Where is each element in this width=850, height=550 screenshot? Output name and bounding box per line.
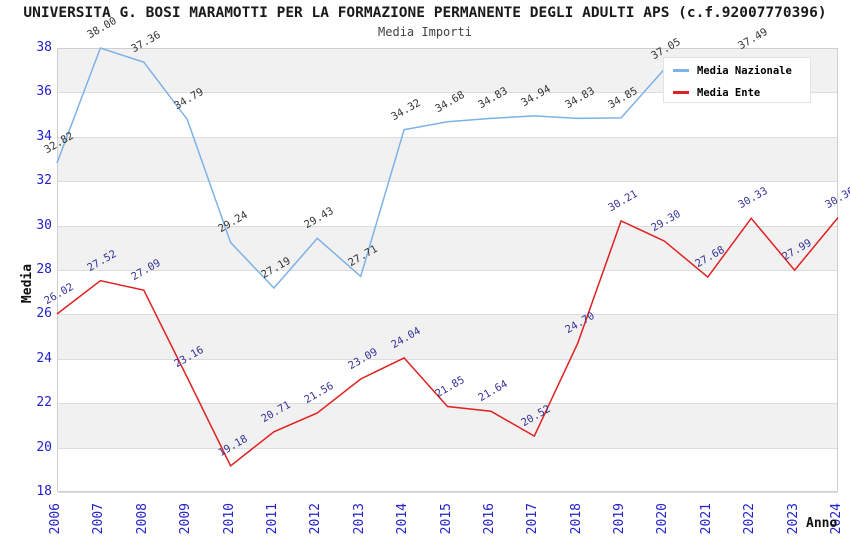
- x-tick-label: 2016: [481, 498, 497, 538]
- x-tick-label: 2022: [742, 498, 758, 538]
- x-axis-title: Anno: [806, 516, 838, 531]
- x-tick-label: 2013: [351, 498, 367, 538]
- x-tick-label: 2014: [395, 498, 411, 538]
- legend-item-media-nazionale: Media Nazionale: [664, 61, 810, 80]
- y-tick-label: 38: [36, 40, 52, 55]
- y-tick-label: 28: [36, 262, 52, 277]
- y-tick-label: 24: [36, 350, 52, 366]
- x-tick-label: 2015: [438, 498, 454, 538]
- y-tick-label: 20: [36, 439, 52, 455]
- x-tick-label: 2020: [655, 498, 671, 538]
- x-tick-label: 2006: [48, 498, 63, 538]
- x-tick-text: 2015: [438, 503, 454, 535]
- x-tick-text: 2006: [48, 503, 63, 535]
- x-tick-label: 2012: [308, 498, 324, 538]
- x-tick-text: 2021: [698, 503, 714, 535]
- y-gridline: [58, 492, 837, 493]
- y-tick-label: 26: [36, 306, 52, 322]
- x-tick-label: 2008: [134, 498, 150, 538]
- legend-box: Media Nazionale Media Ente: [663, 57, 811, 103]
- x-tick-text: 2012: [308, 503, 324, 535]
- x-tick-label: 2011: [264, 498, 280, 538]
- x-tick-text: 2009: [178, 503, 194, 535]
- x-tick-label: 2007: [91, 498, 107, 538]
- y-tick-label: 30: [36, 217, 52, 233]
- legend-label-media-ente: Media Ente: [697, 86, 761, 99]
- x-tick-text: 2007: [91, 503, 107, 535]
- x-tick-label: 2018: [568, 498, 584, 538]
- x-tick-label: 2009: [178, 498, 194, 538]
- x-tick-text: 2020: [655, 503, 671, 535]
- x-tick-text: 2019: [612, 503, 628, 535]
- x-tick-text: 2023: [785, 503, 801, 535]
- x-tick-text: 2011: [264, 503, 280, 535]
- y-tick-label: 18: [36, 484, 52, 499]
- y-tick-label: 22: [36, 395, 52, 411]
- chart-subtitle: Media Importi: [378, 25, 472, 39]
- legend-item-media-ente: Media Ente: [664, 83, 810, 102]
- x-tick-text: 2022: [742, 503, 758, 535]
- x-tick-label: 2021: [698, 498, 714, 538]
- x-tick-text: 2014: [395, 503, 411, 535]
- x-tick-label: 2023: [785, 498, 801, 538]
- chart-title: UNIVERSITA G. BOSI MARAMOTTI PER LA FORM…: [23, 5, 827, 21]
- x-tick-text: 2018: [568, 503, 584, 535]
- x-tick-label: 2019: [612, 498, 628, 538]
- x-tick-text: 2010: [221, 503, 237, 535]
- x-tick-text: 2016: [481, 503, 497, 535]
- x-tick-label: 2017: [525, 498, 541, 538]
- x-tick-label: 2010: [221, 498, 237, 538]
- y-tick-label: 36: [36, 84, 52, 100]
- x-tick-text: 2013: [351, 503, 367, 535]
- media-ente-line-sample-icon: [673, 91, 689, 94]
- y-tick-label: 34: [36, 128, 52, 144]
- legend-label-media-nazionale: Media Nazionale: [697, 64, 792, 77]
- x-tick-text: 2008: [134, 503, 150, 535]
- y-tick-label: 32: [36, 173, 52, 189]
- x-tick-text: 2017: [525, 503, 541, 535]
- media-nazionale-line-sample-icon: [673, 69, 689, 72]
